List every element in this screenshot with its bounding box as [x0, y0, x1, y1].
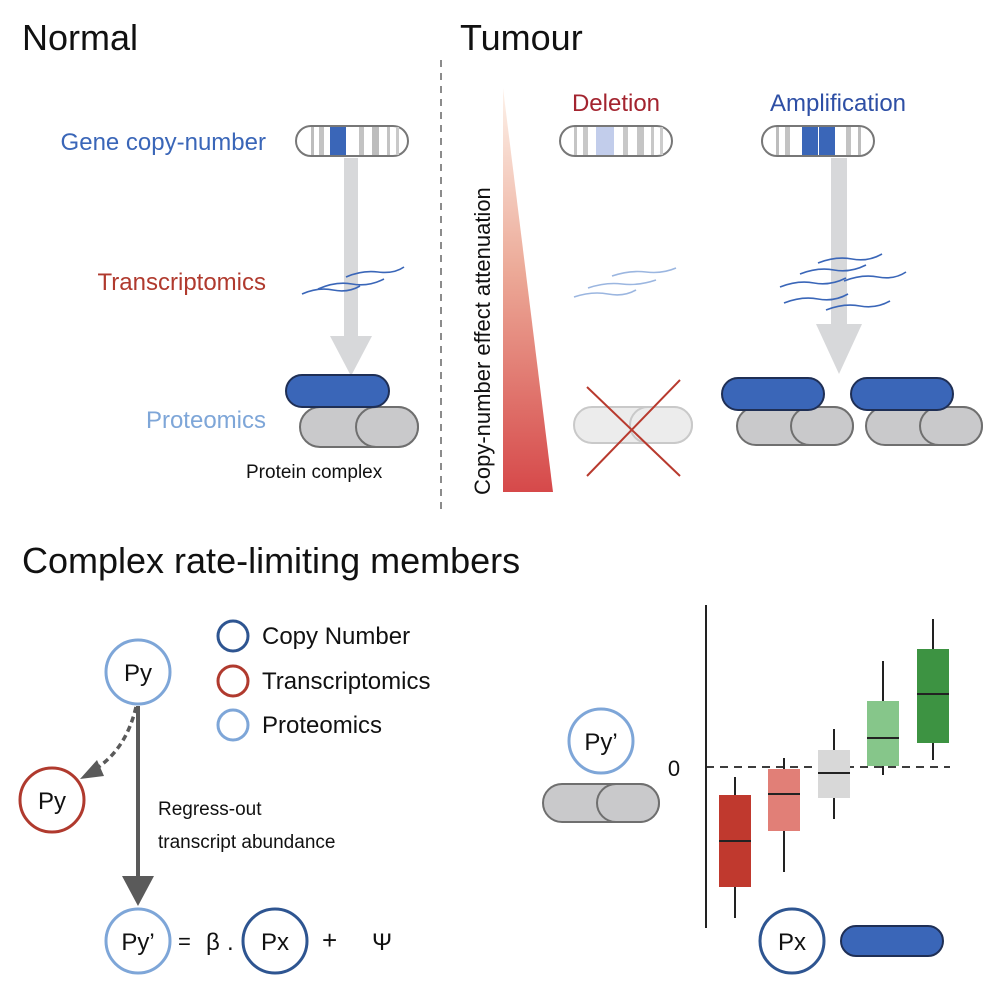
- transcriptomics-label: Transcriptomics: [98, 269, 266, 296]
- py-transcript-node: [18, 766, 86, 834]
- amplification-label: Amplification: [770, 90, 906, 117]
- box-px-protein-icon: [840, 925, 944, 957]
- legend: Copy Number Transcriptomics Proteomics: [216, 619, 430, 742]
- attenuation-wedge: [503, 88, 553, 492]
- protein-complex-label: Protein complex: [246, 462, 383, 483]
- box-1: [719, 777, 751, 918]
- deletion-chromosome: [559, 125, 673, 157]
- equation-beta: β: [206, 929, 220, 956]
- attenuation-label: Copy-number effect attenuation: [470, 187, 495, 495]
- py-residual-label: Py’: [121, 929, 154, 956]
- box-4: [867, 661, 899, 775]
- py-protein-node: [104, 638, 172, 706]
- legend-copy-number-icon: [216, 619, 250, 653]
- box-px-node: [758, 907, 826, 975]
- bottom-heading: Complex rate-limiting members: [22, 540, 520, 581]
- zero-tick-label: 0: [668, 756, 680, 781]
- deletion-transcripts: [573, 267, 677, 298]
- equation-dot: .: [227, 929, 234, 956]
- legend-copy-number-label: Copy Number: [262, 623, 410, 650]
- box-py-complex-icon: [542, 783, 660, 823]
- tumour-heading: Tumour: [460, 17, 583, 58]
- legend-transcriptomics-icon: [216, 664, 250, 698]
- box-3: [818, 729, 850, 819]
- px-node: [241, 907, 309, 975]
- py-transcript-label: Py: [38, 788, 66, 815]
- dashed-arrow-head: [80, 760, 104, 779]
- box-5: [917, 619, 949, 760]
- equation-equals: =: [178, 929, 191, 954]
- box-py-residual-label: Py’: [584, 729, 617, 756]
- box-2: [768, 758, 800, 872]
- legend-proteomics-icon: [216, 708, 250, 742]
- proteomics-label: Proteomics: [146, 407, 266, 434]
- amplification-complex-1: [721, 377, 854, 446]
- legend-transcriptomics-label: Transcriptomics: [262, 668, 430, 695]
- regress-text-line1: Regress-out: [158, 799, 262, 820]
- dashed-arrow: [93, 706, 138, 772]
- equation-psi: Ψ: [372, 929, 392, 956]
- regress-text-line2: transcript abundance: [158, 832, 335, 853]
- deletion-label: Deletion: [572, 90, 660, 117]
- normal-transcripts: [301, 266, 405, 295]
- amplification-complex-2: [850, 377, 983, 446]
- amplification-transcripts: [779, 253, 907, 311]
- py-residual-node: [104, 907, 172, 975]
- gene-copy-number-label: Gene copy-number: [61, 129, 266, 156]
- equation-plus: +: [322, 925, 337, 955]
- box-px-label: Px: [778, 929, 806, 956]
- amplification-chromosome: [761, 125, 875, 157]
- amplification-down-arrow: [816, 158, 862, 374]
- box-py-residual-node: [567, 707, 635, 775]
- px-label: Px: [261, 929, 289, 956]
- normal-down-arrow: [330, 158, 372, 376]
- regress-arrow-head: [122, 876, 154, 906]
- py-protein-label: Py: [124, 660, 152, 687]
- normal-protein-complex: [285, 374, 419, 448]
- deletion-complex-faded: [573, 406, 693, 444]
- legend-proteomics-label: Proteomics: [262, 712, 382, 739]
- normal-chromosome: [295, 125, 409, 157]
- deletion-cross-icon: [586, 379, 681, 477]
- normal-heading: Normal: [22, 17, 138, 58]
